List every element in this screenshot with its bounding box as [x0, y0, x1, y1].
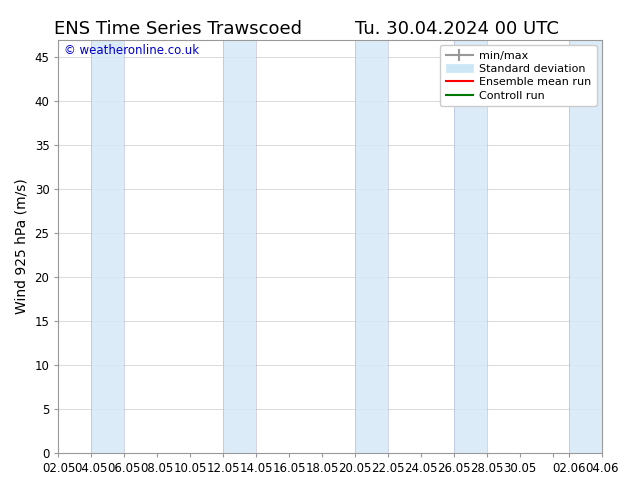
Y-axis label: Wind 925 hPa (m/s): Wind 925 hPa (m/s)	[15, 178, 29, 314]
Bar	[355, 40, 388, 453]
Text: © weatheronline.co.uk: © weatheronline.co.uk	[64, 44, 199, 57]
Text: ENS Time Series Trawscoed: ENS Time Series Trawscoed	[53, 20, 302, 38]
Bar	[569, 40, 602, 453]
Legend: min/max, Standard deviation, Ensemble mean run, Controll run: min/max, Standard deviation, Ensemble me…	[440, 45, 597, 106]
Text: Tu. 30.04.2024 00 UTC: Tu. 30.04.2024 00 UTC	[354, 20, 559, 38]
Bar	[454, 40, 487, 453]
Bar	[223, 40, 256, 453]
Bar	[91, 40, 124, 453]
